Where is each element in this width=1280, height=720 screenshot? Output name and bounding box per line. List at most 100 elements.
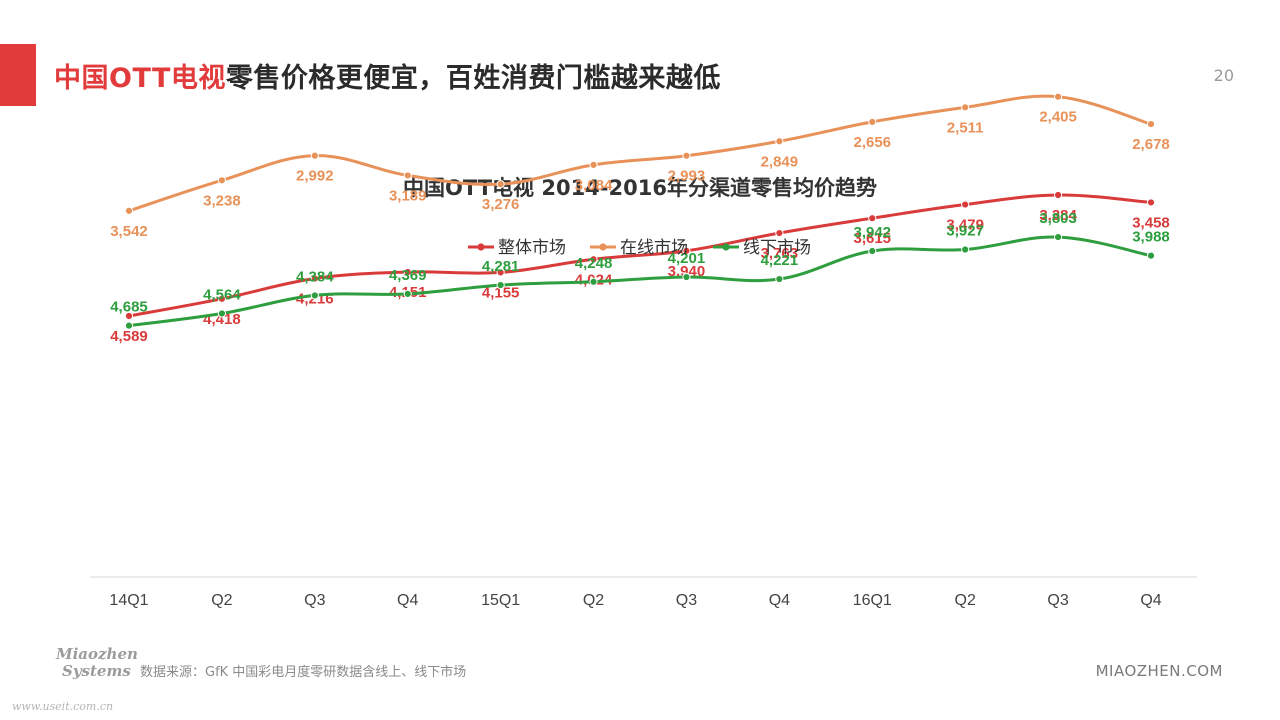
slide-title-highlight: 中国OTT电视 [54, 63, 226, 94]
line-chart: 14Q1 Q2 Q3 Q4 15Q1 Q2 Q3 Q4 16Q1 Q2 Q3 Q44,5894,418… [90, 92, 1197, 609]
data-point [217, 309, 227, 318]
data-label: 3,803 [1039, 210, 1077, 227]
legend-label-0: 整体市场 [498, 238, 566, 257]
data-point [961, 200, 970, 209]
data-label: 3,479 [946, 217, 984, 234]
data-label: 3,940 [668, 263, 706, 280]
data-point [961, 103, 970, 112]
data-point [124, 206, 134, 215]
legend-label-1: 在线市场 [620, 238, 688, 257]
data-point [775, 274, 784, 284]
data-label: 3,542 [110, 223, 148, 240]
watermark: www.useit.com.cn [12, 700, 114, 713]
x-tick-label: Q4 [769, 592, 790, 609]
data-label: 3,238 [203, 192, 241, 209]
data-source-note: 数据来源：GfK 中国彩电月度零研数据含线上、线下市场 [140, 665, 467, 680]
data-point [775, 137, 784, 146]
data-label: 2,993 [668, 168, 706, 185]
data-label: 4,201 [668, 250, 706, 267]
data-label: 3,988 [1132, 229, 1170, 246]
x-tick-label: 14Q1 [109, 592, 148, 609]
data-point [589, 277, 598, 286]
x-tick-label: Q4 [1140, 592, 1161, 609]
miaozhen-logo: Miaozhen Systems [56, 645, 138, 680]
x-tick-label: 16Q1 [853, 592, 892, 609]
data-point [403, 171, 412, 180]
data-label: 4,564 [203, 286, 241, 303]
x-tick-label: Q4 [397, 592, 418, 609]
data-point [217, 176, 227, 185]
data-point [403, 267, 412, 277]
data-point [310, 274, 319, 283]
data-label: 3,276 [482, 196, 520, 213]
data-label: 3,615 [853, 230, 891, 247]
data-point [1146, 251, 1156, 260]
legend-label-2: 线下市场 [743, 238, 811, 257]
data-label: 4,221 [761, 252, 799, 269]
data-label: 3,084 [575, 177, 613, 194]
data-label: 2,992 [296, 168, 334, 185]
data-point [1053, 190, 1063, 200]
data-label: 3,458 [1132, 214, 1170, 231]
page-number: 20 [1213, 66, 1234, 85]
data-point [310, 151, 319, 160]
data-point [496, 268, 505, 277]
x-tick-label: Q3 [1047, 592, 1068, 609]
slide-title: 中国OTT电视零售价格更便宜，百姓消费门槛越来越低 [54, 56, 721, 95]
legend-marker-0 [477, 243, 485, 251]
data-point [868, 246, 877, 256]
chart-title: 中国OTT电视 2014-2016年分渠道零售均价趋势 [403, 176, 877, 200]
x-tick-label: 15Q1 [481, 592, 520, 609]
x-tick-label: Q3 [676, 592, 697, 609]
data-point [775, 228, 784, 238]
data-point [682, 246, 691, 255]
data-label: 4,281 [482, 258, 520, 275]
data-point [310, 291, 319, 300]
data-point [868, 214, 877, 223]
data-point [496, 180, 505, 189]
data-point [682, 272, 691, 282]
data-label: 3,927 [946, 223, 984, 240]
data-point [1053, 92, 1063, 101]
data-label: 3,384 [1039, 207, 1077, 224]
x-tick-label: Q2 [583, 592, 604, 609]
data-point [682, 151, 691, 160]
data-point [1146, 120, 1156, 129]
x-tick-label: Q2 [211, 592, 232, 609]
data-point [124, 321, 134, 330]
data-label: 3,942 [853, 224, 891, 241]
data-label: 4,155 [482, 284, 520, 301]
x-tick-label: Q2 [955, 592, 976, 609]
data-point [124, 311, 134, 321]
x-tick-label: Q3 [304, 592, 325, 609]
data-point [217, 294, 227, 303]
data-label: 4,384 [296, 268, 334, 285]
data-point [868, 117, 877, 126]
data-label: 2,849 [761, 153, 799, 170]
data-point [1146, 198, 1156, 207]
logo-line2: Systems [62, 662, 131, 680]
series-line-2 [128, 235, 1152, 328]
title-accent-bar [0, 44, 36, 106]
legend-marker-1 [599, 243, 607, 251]
data-point [403, 289, 412, 299]
slide-title-rest: 零售价格更便宜，百姓消费门槛越来越低 [225, 63, 721, 94]
data-point [1053, 232, 1063, 242]
data-label: 2,511 [947, 119, 984, 136]
footer-brand: MIAOZHEN.COM [1095, 662, 1223, 680]
data-point [961, 245, 970, 254]
legend-marker-2 [722, 243, 730, 251]
logo-line1: Miaozhen [56, 645, 138, 663]
data-point [496, 280, 505, 290]
data-label: 4,248 [575, 255, 613, 272]
series-line-1 [128, 94, 1152, 213]
data-label: 4,685 [110, 299, 148, 316]
data-label: 4,589 [110, 328, 148, 345]
data-point [589, 160, 598, 169]
data-label: 2,656 [853, 134, 891, 151]
data-label: 2,678 [1132, 136, 1170, 153]
data-point [589, 255, 598, 264]
data-label: 3,763 [761, 245, 799, 262]
series-line-0 [128, 193, 1152, 318]
data-label: 2,405 [1039, 109, 1077, 126]
